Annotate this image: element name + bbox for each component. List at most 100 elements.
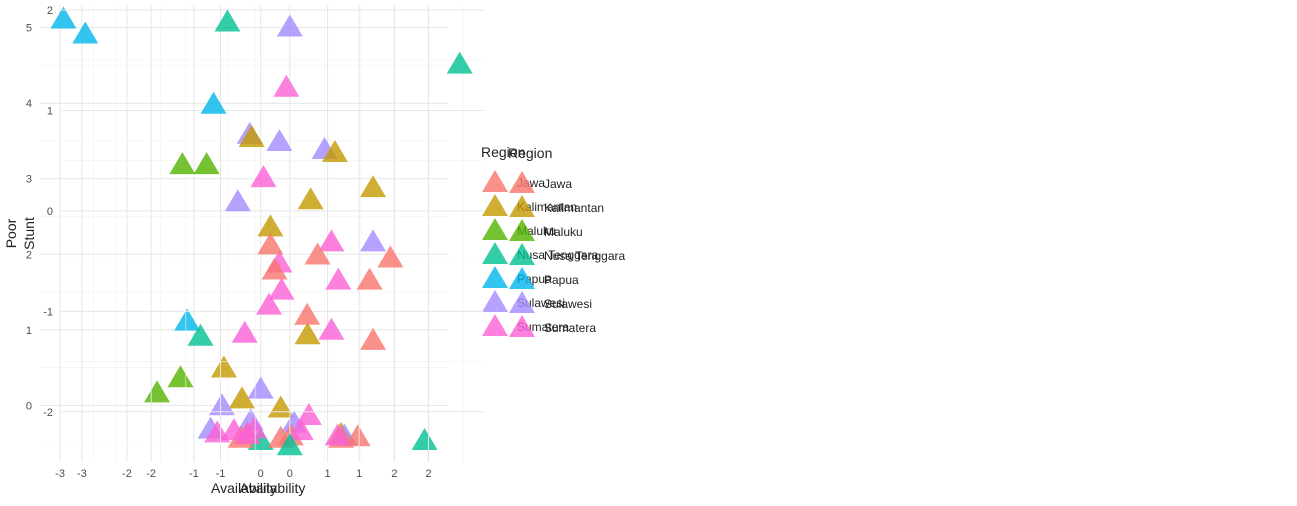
data-point-nusa-tenggara — [276, 433, 303, 456]
x-tick-label: 2 — [391, 468, 397, 480]
legend-title: Region — [508, 145, 552, 161]
grid — [40, 5, 448, 462]
data-point-jawa — [360, 327, 387, 350]
data-point-jawa — [294, 302, 321, 325]
x-axis-title: Availability — [211, 480, 277, 496]
legend-key-sumatera — [482, 314, 508, 336]
data-point-maluku — [144, 380, 171, 403]
data-point-sumatera — [287, 418, 314, 441]
data-point-sulawesi — [266, 128, 293, 151]
x-tick-label: -1 — [189, 468, 199, 480]
x-tick-label: -3 — [55, 468, 65, 480]
data-point-kalimantan — [360, 175, 387, 198]
legend-label: Maluku — [544, 225, 583, 239]
data-point-sulawesi — [360, 229, 387, 252]
x-tick-label: -2 — [146, 468, 156, 480]
y-tick-label: 2 — [47, 5, 53, 17]
x-tick-label: 2 — [425, 468, 431, 480]
data-point-sumatera — [231, 320, 258, 343]
data-point-jawa — [377, 245, 404, 268]
data-point-sulawesi — [247, 376, 274, 399]
data-point-sumatera — [295, 403, 322, 426]
data-point-kalimantan — [210, 355, 237, 378]
x-tick-label: 0 — [287, 468, 293, 480]
data-point-maluku — [169, 152, 196, 175]
data-point-papua — [72, 21, 99, 44]
x-tick-label: 1 — [325, 468, 331, 480]
legend-key-sumatera — [509, 315, 535, 337]
y-tick-label: 5 — [26, 23, 32, 35]
legend-key-nusa-tenggara — [509, 243, 535, 265]
y-tick-label: -2 — [43, 407, 53, 419]
x-tick-label: -3 — [77, 468, 87, 480]
x-tick-label: -1 — [216, 468, 226, 480]
legend-key-papua — [482, 266, 508, 288]
data-point-papua — [50, 6, 77, 29]
stunt-vs-availability-chart: -3 -2 -1 0 1 2 -2 -1 0 1 2 Availability Stunt Region J… — [21, 5, 625, 496]
data-point-sulawesi — [276, 14, 303, 37]
data-points — [72, 9, 473, 456]
data-point-kalimantan — [257, 214, 284, 237]
legend-label: Nusa Tenggara — [517, 248, 598, 262]
data-point-sulawesi — [208, 393, 235, 416]
y-tick-label: 2 — [26, 249, 32, 261]
data-point-kalimantan — [321, 140, 348, 163]
legend-title: Region — [481, 144, 525, 160]
data-point-nusa-tenggara — [214, 9, 241, 32]
data-point-jawa — [356, 267, 383, 290]
data-point-nusa-tenggara — [247, 427, 274, 450]
data-point-jawa — [344, 424, 371, 447]
legend-label: Papua — [544, 273, 579, 287]
data-point-sumatera — [325, 267, 352, 290]
data-point-nusa-tenggara — [446, 51, 473, 74]
data-point-sumatera — [250, 165, 277, 188]
legend-label: Kalimantan — [517, 200, 577, 214]
legend-key-sulawesi — [482, 290, 508, 312]
data-point-sumatera — [318, 317, 345, 340]
legend: Region Jawa Kalimantan Maluku Nusa Tenggara P… — [508, 145, 625, 337]
legend-key-jawa — [482, 170, 508, 192]
data-point-sumatera — [318, 229, 345, 252]
y-tick-label: -1 — [43, 306, 53, 318]
x-tick-label: 0 — [258, 468, 264, 480]
y-axis-title: Poor — [3, 218, 19, 248]
y-tick-label: 1 — [26, 325, 32, 337]
data-point-papua — [200, 91, 227, 114]
legend-label: Sumatera — [544, 321, 596, 335]
legend-label: Sulawesi — [544, 297, 592, 311]
y-axis-title: Stunt — [21, 217, 37, 250]
data-point-sumatera — [273, 74, 300, 97]
legend-label: Jawa — [544, 177, 572, 191]
data-point-jawa — [304, 242, 331, 265]
y-tick-label: 0 — [47, 206, 53, 218]
data-point-kalimantan — [297, 187, 324, 210]
data-point-sumatera — [268, 277, 295, 300]
data-point-nusa-tenggara — [411, 427, 438, 450]
x-axis-title: Availability — [240, 480, 306, 496]
y-tick-label: 0 — [26, 400, 32, 412]
poor-vs-availability-chart: -3 -2 -1 0 1 2 0 1 2 3 4 5 Availability Poor Region Jaw… — [3, 5, 598, 496]
legend-key-maluku — [482, 218, 508, 240]
data-point-maluku — [167, 365, 194, 388]
legend-key-sulawesi — [509, 291, 535, 313]
data-point-kalimantan — [294, 322, 321, 345]
legend-key-jawa — [509, 171, 535, 193]
data-point-nusa-tenggara — [187, 323, 214, 346]
grid — [61, 5, 484, 462]
legend-key-maluku — [509, 219, 535, 241]
y-tick-label: 3 — [26, 174, 32, 186]
data-point-kalimantan — [228, 386, 255, 409]
data-point-jawa — [257, 232, 284, 255]
data-point-sumatera — [256, 292, 283, 315]
legend-key-papua — [509, 267, 535, 289]
x-tick-label: -2 — [122, 468, 132, 480]
legend-key-kalimantan — [509, 195, 535, 217]
x-tick-label: 1 — [356, 468, 362, 480]
data-point-sumatera — [324, 423, 351, 446]
data-point-sulawesi — [224, 189, 251, 212]
legend-label: Kalimantan — [544, 201, 604, 215]
y-tick-label: 1 — [47, 105, 53, 117]
data-point-sumatera — [241, 416, 268, 439]
data-point-maluku — [193, 152, 220, 175]
data-point-kalimantan — [238, 124, 265, 147]
